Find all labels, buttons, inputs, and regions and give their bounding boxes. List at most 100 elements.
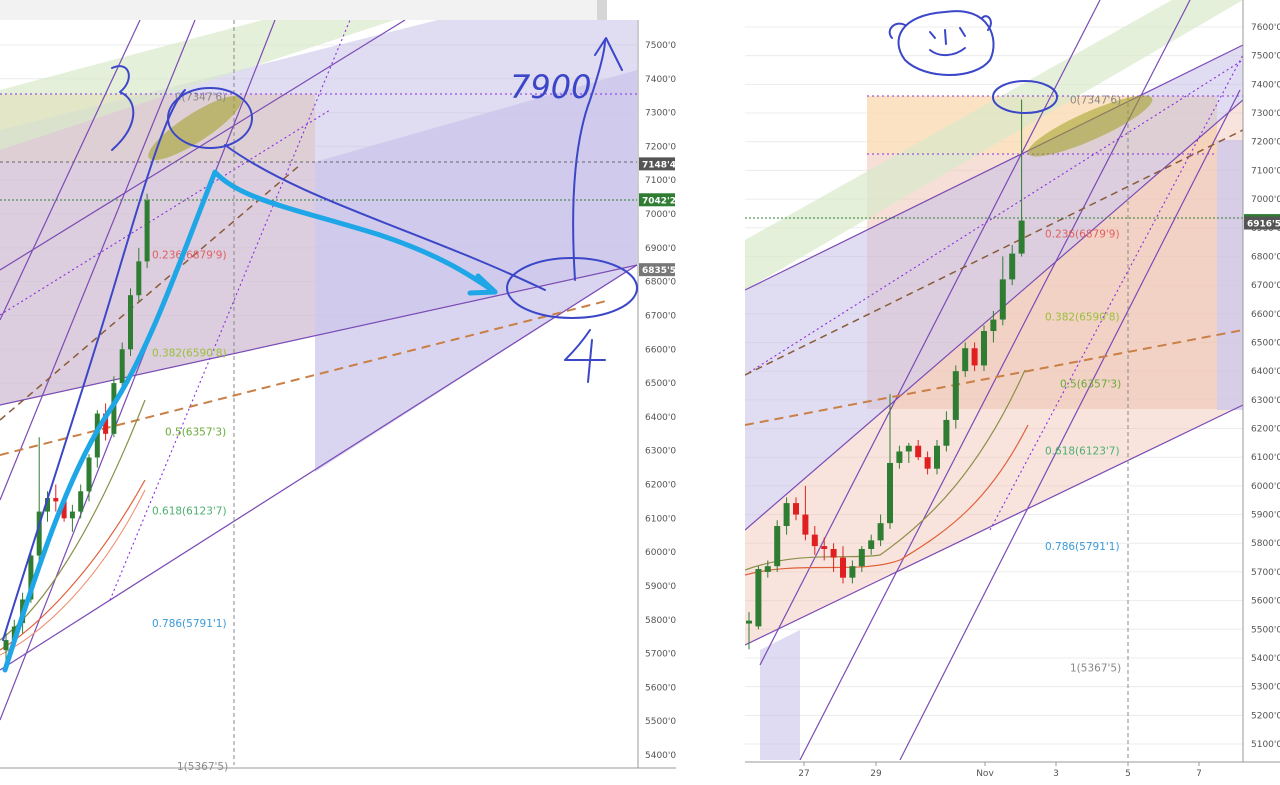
left-channel-projection — [315, 70, 637, 472]
left-channel-line-2 — [0, 264, 637, 671]
right-hand-annotations — [888, 10, 1058, 114]
candle-body — [1009, 253, 1016, 280]
candle-body — [999, 279, 1006, 320]
candle-body — [934, 445, 940, 469]
candle-body — [887, 462, 893, 524]
right-y-ticks: 7600'0 7500'0 7400'0 7300'0 7200'0 7100'0 7000… — [1251, 23, 1280, 750]
y-tick-label: 7400'0 — [1251, 80, 1280, 90]
price-label-text: 7148'4 — [642, 160, 676, 170]
left-steep-line-3 — [0, 20, 141, 321]
y-tick-label: 5300'0 — [1251, 683, 1280, 693]
price-label-box — [1244, 216, 1280, 230]
right-hand-face-features — [929, 27, 966, 56]
y-tick-label: 6300'0 — [1251, 396, 1280, 406]
candle-body — [868, 540, 875, 549]
left-chart-panel: 0(7347'6) 0.236(6879'9) 0.382(6590'8) 0.5(6… — [0, 20, 676, 773]
right-candles — [746, 99, 1025, 650]
candle-body — [793, 503, 799, 515]
candle — [128, 288, 133, 357]
y-tick-label: 5400'0 — [645, 751, 676, 761]
candle — [840, 546, 846, 584]
candle-body — [971, 348, 978, 366]
candle — [103, 403, 109, 441]
candle — [69, 504, 75, 532]
price-label-box — [639, 263, 675, 277]
fib-level-label: 0.618(6123'7) — [152, 505, 227, 517]
right-hand-face — [897, 10, 995, 76]
x-tick-label: 3 — [1053, 769, 1059, 779]
left-dashed-brown-1 — [0, 164, 301, 421]
price-label-text: 6835'5 — [642, 266, 676, 276]
candle — [981, 325, 987, 372]
y-tick-label: 6500'0 — [645, 379, 676, 389]
candle — [943, 411, 950, 452]
candle — [868, 534, 875, 555]
y-tick-label: 6800'0 — [1251, 252, 1280, 262]
x-tick-label: Nov — [976, 769, 994, 779]
candle — [896, 445, 903, 469]
candle — [934, 439, 940, 475]
left-ma-red-2 — [0, 489, 146, 656]
candle — [78, 484, 84, 519]
y-tick-label: 7200'0 — [645, 142, 676, 152]
candle-body — [821, 546, 828, 549]
y-tick-label: 5500'0 — [645, 717, 676, 727]
y-tick-label: 7600'0 — [1251, 23, 1280, 33]
price-label-box — [639, 193, 675, 207]
fib-level-label: 0.786(5791'1) — [1045, 541, 1120, 553]
candle — [755, 566, 762, 630]
y-tick-label: 7500'0 — [645, 41, 676, 51]
candle — [990, 310, 997, 343]
fib-level-label: 1(5367'5) — [177, 761, 228, 773]
candle — [53, 484, 59, 512]
y-tick-label: 5800'0 — [1251, 539, 1280, 549]
x-tick-label: 7 — [1196, 769, 1202, 779]
right-hand-circle — [992, 80, 1058, 114]
y-tick-label: 7500'0 — [1251, 52, 1280, 62]
candle-body — [128, 295, 133, 350]
right-channel-line-1 — [745, 44, 1243, 291]
right-channel-band — [745, 45, 1243, 530]
candle — [821, 537, 828, 561]
y-tick-label: 6700'0 — [1251, 281, 1280, 291]
candle-body — [119, 349, 125, 384]
candle-body — [811, 534, 818, 547]
left-y-ticks: 7500'0 7400'0 7300'0 7200'0 7100'0 7000'0 6900… — [645, 41, 676, 761]
candle-body — [28, 555, 34, 600]
price-label-text: 6916'5 — [1247, 220, 1280, 230]
left-hand-circle-top — [167, 87, 253, 149]
fib-level-label: 0.382(6590'8) — [152, 347, 227, 359]
candle-body — [774, 526, 781, 567]
candle-body — [877, 523, 884, 541]
left-hand-arrowhead — [467, 273, 498, 296]
y-tick-label: 6200'0 — [645, 481, 676, 491]
y-tick-label: 5900'0 — [645, 582, 676, 592]
candle — [36, 437, 42, 566]
left-hand-blue-path — [2, 169, 498, 673]
candle — [774, 520, 781, 572]
candle — [830, 543, 837, 572]
left-price-labels: 7148'4 7042'2 6835'5 — [639, 157, 676, 277]
fib-level-label: 1(5367'5) — [1070, 662, 1121, 674]
price-label: 7042'2 — [639, 193, 676, 207]
candle-body — [849, 566, 856, 578]
right-dashed-brown — [745, 129, 1243, 376]
y-tick-label: 6900'0 — [645, 244, 676, 254]
candle-body — [746, 620, 752, 624]
candle-body — [1018, 220, 1025, 254]
left-hand-arrow-line — [224, 144, 546, 291]
right-price-labels: 6925'06916'5 — [1244, 214, 1280, 230]
y-tick-label: 7100'0 — [1251, 166, 1280, 176]
left-hand-number-4 — [564, 329, 606, 383]
candle-body — [783, 503, 790, 527]
candle — [802, 485, 809, 541]
candle-body — [943, 419, 950, 446]
candle — [877, 514, 884, 547]
y-tick-label: 6300'0 — [645, 447, 676, 457]
right-ma-olive — [745, 369, 1026, 571]
y-tick-label: 7000'0 — [645, 210, 676, 220]
candle-body — [3, 640, 9, 651]
y-tick-label: 5100'0 — [1251, 740, 1280, 750]
left-steep-line-1 — [0, 20, 276, 721]
